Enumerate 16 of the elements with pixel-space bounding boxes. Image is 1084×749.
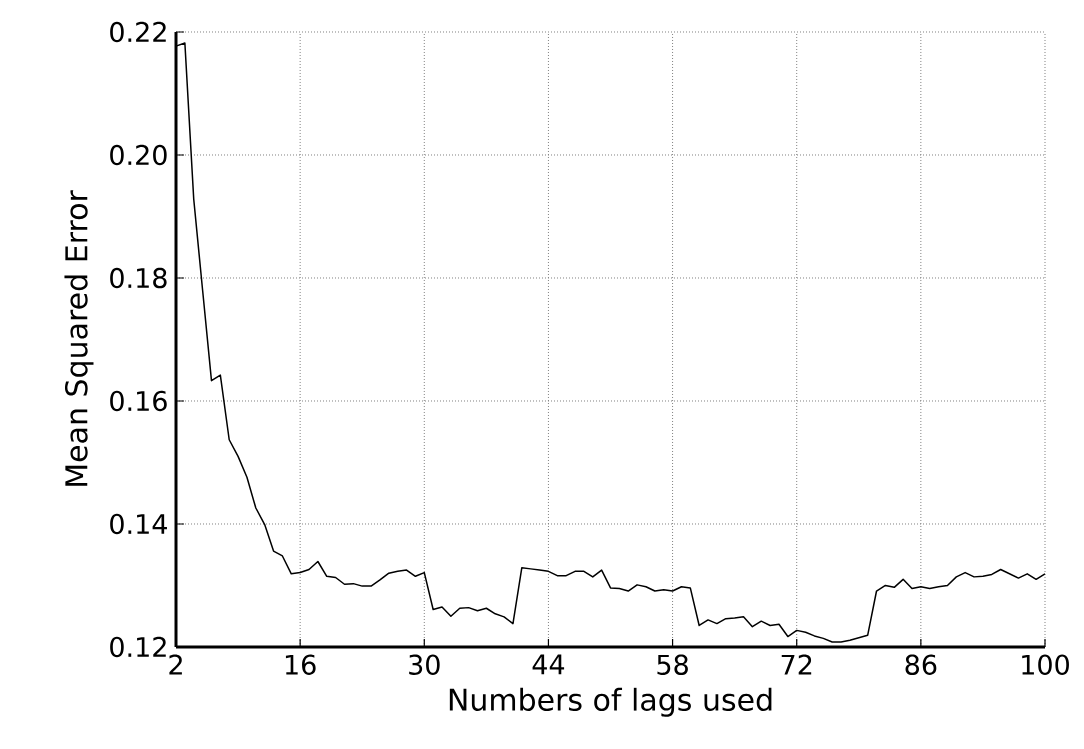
- y-tick-label: 0.20: [110, 144, 167, 166]
- x-tick-label: 44: [532, 654, 565, 675]
- y-tick-label: 0.12: [110, 636, 166, 658]
- x-axis-title: Numbers of lags used: [449, 687, 772, 717]
- x-tick-label: 86: [905, 654, 937, 675]
- y-tick-label: 0.14: [110, 513, 167, 535]
- x-tick-label: 72: [781, 654, 812, 675]
- y-tick-label: 0.22: [110, 21, 166, 43]
- y-tick-label: 0.18: [110, 267, 167, 289]
- y-tick-label: 0.16: [110, 390, 167, 412]
- x-tick-label: 100: [1022, 654, 1069, 675]
- x-tick-label: 58: [657, 654, 688, 675]
- x-tick-label: 16: [285, 654, 316, 675]
- x-tick-label: 30: [409, 654, 440, 675]
- x-tick-label: 2: [169, 654, 182, 675]
- y-axis-title: Mean Squared Error: [64, 190, 94, 486]
